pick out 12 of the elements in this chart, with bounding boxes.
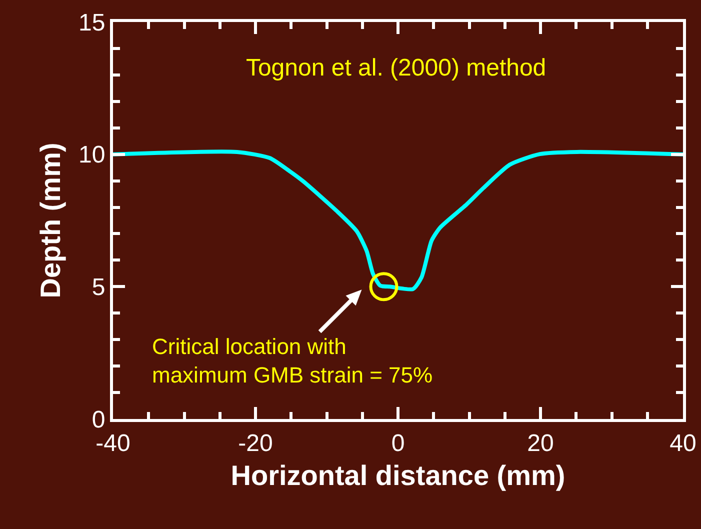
x-axis-title: Horizontal distance (mm) <box>230 460 566 491</box>
y-tick-label: 15 <box>78 9 106 36</box>
x-tick-label: -20 <box>238 430 273 457</box>
line-series <box>113 150 683 292</box>
y-axis-title: Depth (mm) <box>35 142 66 298</box>
x-tick-label: 20 <box>527 430 554 457</box>
text: Tognon et al. (2000) method <box>246 54 546 82</box>
x-tick-label: 40 <box>670 430 696 457</box>
annotation: Critical location with maximum GMB strain = 75% <box>152 334 433 388</box>
y-tick-label: 5 <box>92 274 106 302</box>
y-tick-label: 10 <box>78 142 106 169</box>
x-tick-label: 0 <box>391 430 405 457</box>
